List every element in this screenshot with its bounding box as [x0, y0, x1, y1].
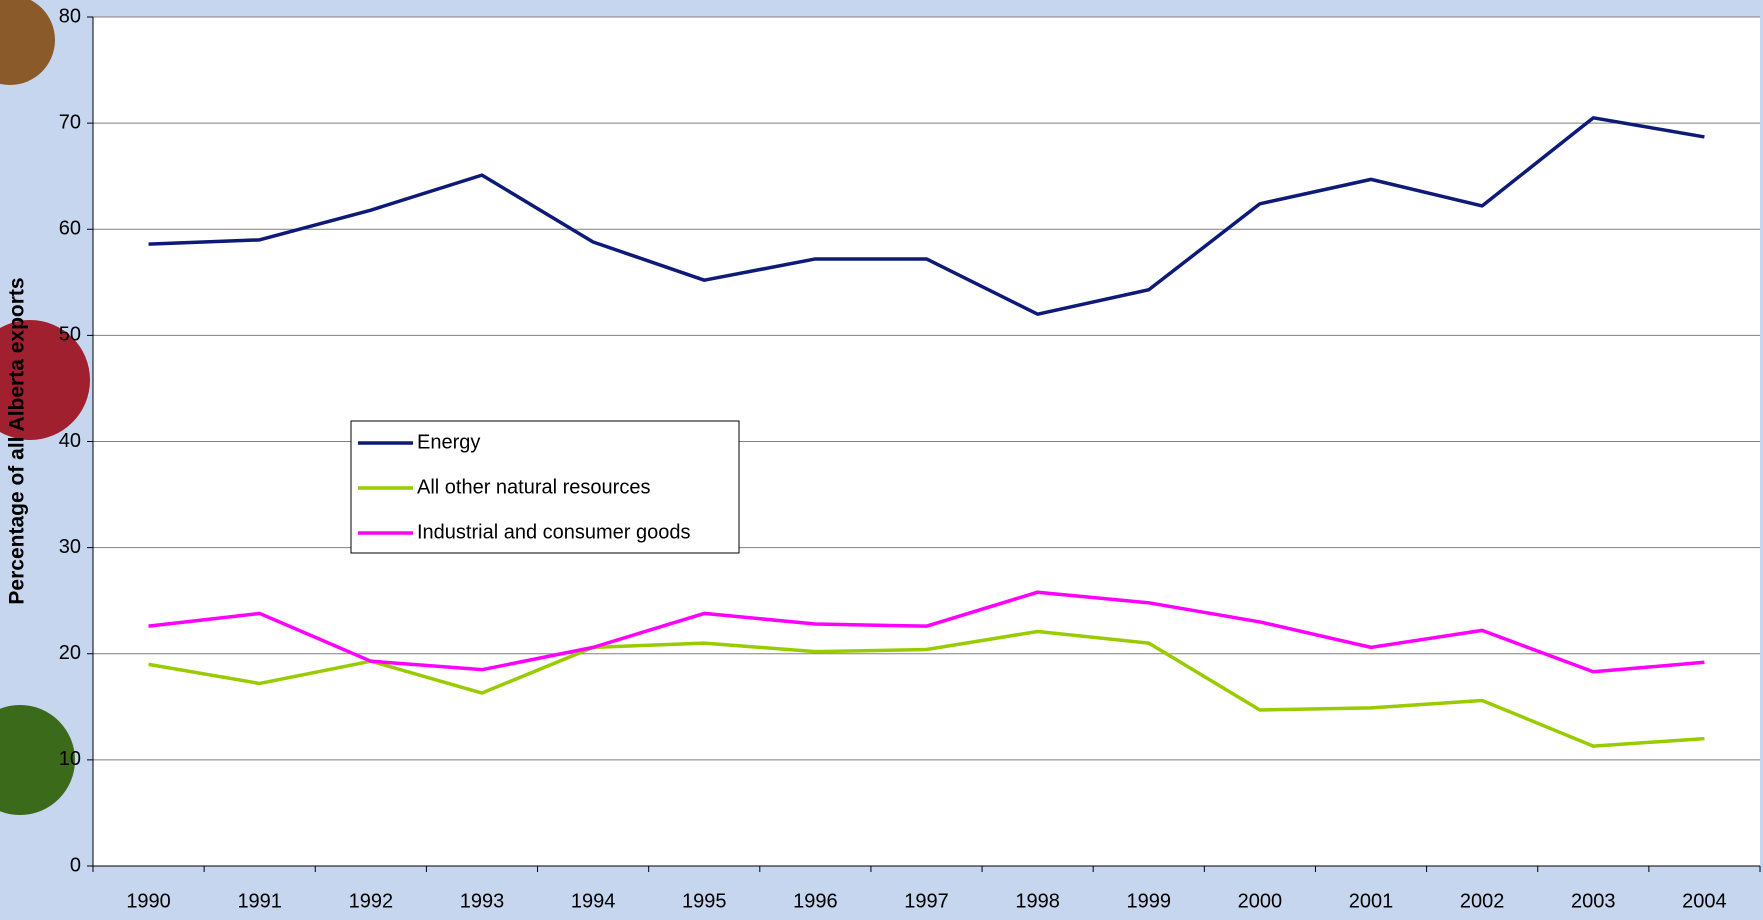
decor-circle — [0, 320, 90, 440]
x-tick-label: 2001 — [1349, 890, 1394, 912]
series-line — [148, 590, 1705, 674]
x-tick-label: 2004 — [1682, 890, 1727, 912]
x-tick-label: 1991 — [237, 890, 282, 912]
legend-label: Industrial and consumer goods — [417, 521, 691, 543]
y-axis-label: Percentage of all Alberta exports — [6, 277, 29, 604]
series-line — [148, 629, 1705, 748]
decor-circle — [0, 705, 75, 815]
legend-label: Energy — [417, 431, 480, 453]
y-tick-label: 0 — [70, 854, 81, 876]
x-tick-label: 1995 — [682, 890, 727, 912]
x-tick-label: 2002 — [1460, 890, 1505, 912]
y-tick-label: 40 — [59, 430, 81, 452]
y-tick-label: 80 — [59, 5, 81, 27]
legend — [350, 420, 740, 554]
y-tick-label: 20 — [59, 642, 81, 664]
x-tick-label: 1994 — [571, 890, 616, 912]
x-tick-label: 1993 — [460, 890, 505, 912]
y-tick-label: 50 — [59, 324, 81, 346]
x-tick-label: 1999 — [1127, 890, 1172, 912]
x-tick-label: 2000 — [1238, 890, 1283, 912]
x-tick-label: 1997 — [904, 890, 949, 912]
x-tick-label: 1998 — [1015, 890, 1060, 912]
series-line — [148, 116, 1705, 316]
x-tick-label: 1990 — [126, 890, 171, 912]
y-tick-label: 70 — [59, 111, 81, 133]
x-tick-label: 1992 — [349, 890, 394, 912]
x-tick-label: 1996 — [793, 890, 838, 912]
y-tick-label: 10 — [59, 748, 81, 770]
legend-label: All other natural resources — [417, 476, 650, 498]
decor-circle — [0, 0, 55, 85]
y-tick-label: 30 — [59, 536, 81, 558]
y-tick-label: 60 — [59, 218, 81, 240]
x-tick-label: 2003 — [1571, 890, 1616, 912]
